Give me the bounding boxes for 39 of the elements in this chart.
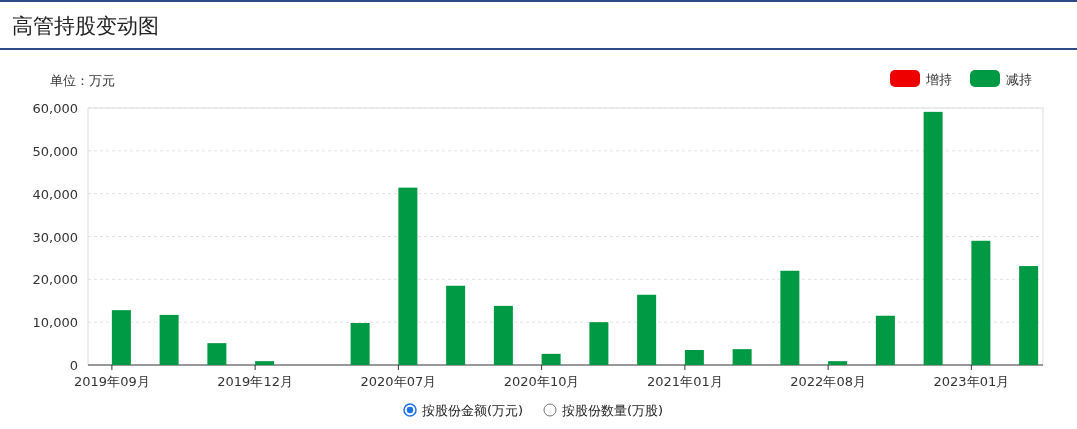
y-tick-label: 20,000 xyxy=(32,272,78,288)
bar xyxy=(1019,266,1039,365)
bar xyxy=(350,323,370,365)
y-tick-label: 10,000 xyxy=(32,315,78,331)
text: 按股份数量(万股) xyxy=(562,403,664,418)
bar xyxy=(159,314,179,365)
y-tick-label: 0 xyxy=(69,358,78,373)
bar xyxy=(589,322,609,365)
legend-label: 减持 xyxy=(1006,72,1032,87)
bar xyxy=(971,240,991,365)
bar xyxy=(923,111,943,365)
legend-label: 增持 xyxy=(925,72,952,87)
bar xyxy=(637,294,657,365)
bar xyxy=(446,285,466,365)
bar xyxy=(255,361,275,365)
x-tick-label: 2022年08月 xyxy=(790,374,866,389)
x-tick-label: 2023年01月 xyxy=(933,374,1010,389)
y-tick-label: 60,000 xyxy=(32,101,78,116)
bar xyxy=(541,353,561,365)
bar xyxy=(493,305,513,365)
bar xyxy=(111,310,131,365)
x-tick-label: 2019年09月 xyxy=(74,374,150,389)
x-tick-label: 2021年01月 xyxy=(647,374,723,389)
x-tick-label: 2020年07月 xyxy=(360,374,437,389)
bar xyxy=(207,343,227,365)
bar xyxy=(828,361,848,365)
x-tick-label: 2019年12月 xyxy=(217,374,293,389)
bar xyxy=(875,315,895,365)
bar xyxy=(780,270,800,365)
text: 按股份金额(万元) xyxy=(422,403,524,418)
y-tick-label: 50,000 xyxy=(32,143,78,159)
y-tick-label: 40,000 xyxy=(32,186,78,202)
bar xyxy=(398,187,418,365)
y-tick-label: 30,000 xyxy=(32,229,78,245)
bar xyxy=(732,349,752,365)
text: 单位：万元 xyxy=(50,73,115,88)
bar xyxy=(684,350,704,365)
chart-title: 高管持股变动图 xyxy=(12,14,159,38)
x-tick-label: 2020年10月 xyxy=(503,374,580,389)
